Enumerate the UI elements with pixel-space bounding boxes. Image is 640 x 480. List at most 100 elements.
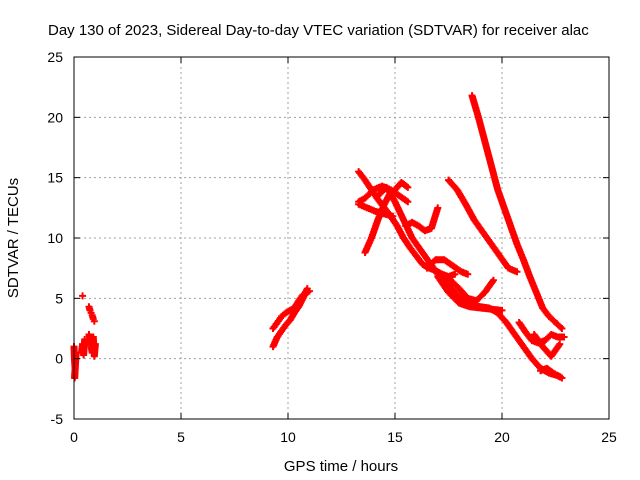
data-series (355, 200, 397, 220)
data-series (434, 273, 506, 314)
data-point (404, 198, 412, 206)
data-series (438, 270, 497, 305)
x-tick-label: 20 (494, 429, 510, 445)
y-tick-label: 20 (47, 109, 63, 125)
interpolated-points (481, 139, 495, 168)
y-axis-label: SDTVAR / TECUs (5, 178, 22, 298)
data-series (402, 204, 442, 235)
data-point (389, 212, 397, 220)
interpolated-points (501, 205, 514, 228)
interpolated-points (428, 205, 441, 231)
data-point (305, 287, 313, 295)
interpolated-points (435, 274, 452, 295)
interpolated-points (459, 268, 470, 278)
interpolated-points (424, 257, 438, 271)
tick-labels: 0 5 10 15 20 25 -5 0 5 10 15 20 25 (47, 49, 617, 445)
interpolated-points (474, 290, 488, 304)
interpolated-points (546, 314, 558, 325)
interpolated-points (538, 365, 549, 374)
interpolated-points (283, 307, 293, 316)
interpolated-points (456, 286, 471, 301)
y-tick-label: 10 (47, 230, 63, 246)
interpolated-points (475, 115, 488, 144)
x-tick-label: 15 (387, 429, 403, 445)
interpolated-points (85, 333, 94, 343)
interpolated-points (397, 193, 410, 205)
data-series (530, 331, 564, 360)
x-tick-label: 5 (177, 429, 185, 445)
x-axis-label: GPS time / hours (284, 458, 398, 475)
interpolated-points (443, 280, 458, 295)
data-series (391, 178, 412, 194)
interpolated-points (423, 225, 434, 234)
data-series (85, 303, 98, 325)
interpolated-points (446, 177, 460, 193)
interpolated-points (407, 245, 419, 259)
interpolated-points (494, 187, 508, 210)
interpolated-points (274, 314, 285, 325)
data-point (498, 306, 506, 314)
data-series (70, 343, 80, 382)
x-tick-label: 25 (601, 429, 617, 445)
data-point (79, 292, 87, 300)
interpolated-points (283, 317, 293, 328)
interpolated-points (356, 195, 367, 205)
y-tick-label: 15 (47, 170, 63, 186)
data-point (90, 317, 98, 325)
interpolated-points (523, 330, 535, 343)
y-tick-label: 0 (55, 351, 63, 367)
interpolated-points (362, 187, 376, 201)
x-tick-label: 0 (70, 429, 78, 445)
data-series (445, 176, 521, 276)
interpolated-points (468, 93, 482, 120)
interpolated-points (462, 202, 477, 222)
data-point (91, 340, 99, 348)
data-point (558, 325, 566, 332)
interpolated-points (450, 263, 464, 275)
interpolated-points (440, 271, 453, 283)
interpolated-points (279, 310, 288, 319)
interpolated-points (403, 219, 415, 229)
data-series (423, 256, 472, 278)
data-points (70, 92, 568, 382)
interpolated-points (442, 257, 455, 269)
data-point (434, 204, 442, 212)
interpolated-points (448, 277, 462, 291)
interpolated-points (540, 305, 552, 319)
interpolated-points (413, 254, 426, 267)
interpolated-points (446, 290, 462, 306)
data-series (85, 331, 99, 360)
data-point (404, 183, 412, 191)
data-series (515, 318, 568, 347)
data-series (468, 92, 566, 332)
interpolated-points (291, 304, 302, 315)
y-tick-label: 5 (55, 290, 63, 306)
y-tick-label: 25 (47, 49, 63, 65)
data-series (537, 364, 564, 381)
interpolated-points (553, 320, 565, 331)
interpolated-points (296, 292, 306, 303)
interpolated-points (520, 257, 533, 279)
axis-ticks (73, 56, 610, 420)
interpolated-points (301, 288, 312, 298)
data-series (77, 335, 89, 359)
interpolated-points (549, 331, 560, 340)
interpolated-points (356, 169, 368, 183)
data-point (556, 373, 564, 381)
interpolated-points (551, 370, 562, 380)
interpolated-points (452, 290, 466, 304)
data-point (464, 270, 472, 278)
interpolated-points (392, 199, 407, 222)
data-series (269, 287, 313, 332)
interpolated-points (279, 322, 289, 333)
interpolated-points (288, 305, 297, 314)
interpolated-points (274, 328, 285, 339)
data-series (79, 292, 87, 300)
interpolated-points (529, 356, 543, 371)
data-point (556, 340, 564, 348)
interpolated-points (368, 217, 381, 240)
interpolated-points (410, 219, 421, 229)
data-point (489, 276, 497, 284)
interpolated-points (495, 310, 509, 325)
